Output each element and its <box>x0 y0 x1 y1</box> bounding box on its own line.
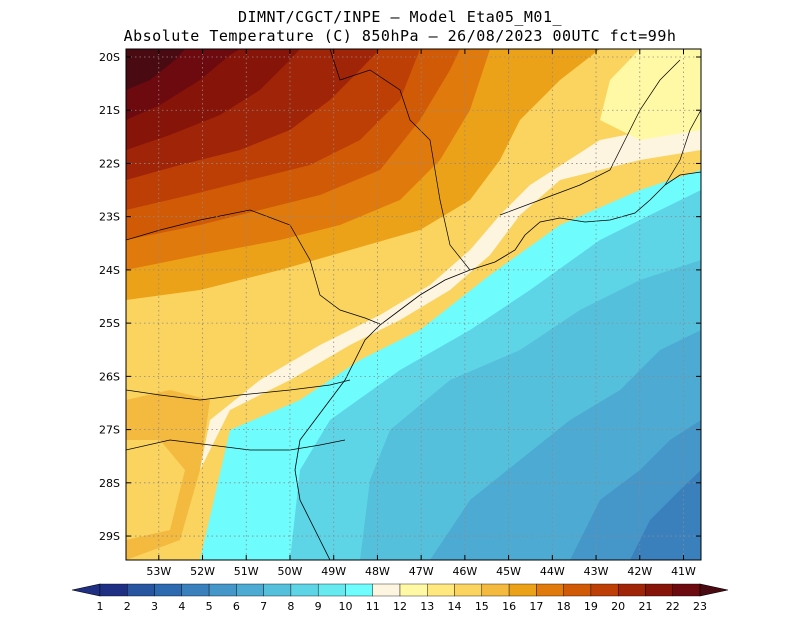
colorbar-label: 13 <box>420 600 434 613</box>
colorbar-label: 20 <box>611 600 625 613</box>
colorbar-label: 6 <box>233 600 240 613</box>
lon-tick-label: 50W <box>278 565 303 578</box>
lat-tick-label: 22S <box>99 157 120 170</box>
colorbar-label: 15 <box>475 600 489 613</box>
colorbar-label: 5 <box>206 600 213 613</box>
temperature-field <box>126 49 701 560</box>
lat-tick-label: 28S <box>99 477 120 490</box>
lon-tick-label: 41W <box>671 565 696 578</box>
colorbar-label: 19 <box>584 600 598 613</box>
colorbar-swatch <box>645 583 673 597</box>
graticule <box>126 49 701 560</box>
lon-tick-label: 51W <box>234 565 259 578</box>
colorbar-swatch <box>290 583 319 597</box>
lon-tick-label: 43W <box>584 565 609 578</box>
colorbar-swatch <box>427 583 455 597</box>
lat-tick-label: 24S <box>99 264 120 277</box>
colorbar-label: 18 <box>557 600 571 613</box>
lon-tick-label: 47W <box>409 565 434 578</box>
colorbar-label: 17 <box>529 600 543 613</box>
state-border-rj-mg <box>499 59 681 216</box>
lon-tick-label: 45W <box>496 565 521 578</box>
colorbar-swatch <box>590 583 619 597</box>
colorbar-swatch <box>208 583 237 597</box>
colorbar-label: 1 <box>97 600 104 613</box>
colorbar-label: 16 <box>502 600 516 613</box>
lon-tick-label: 46W <box>452 565 477 578</box>
colorbar-label: 11 <box>366 600 380 613</box>
colorbar-label: 23 <box>693 600 707 613</box>
colorbar-label: 2 <box>124 600 131 613</box>
colorbar-swatch <box>317 583 346 597</box>
lat-tick-label: 29S <box>99 530 120 543</box>
colorbar-swatch <box>236 583 264 597</box>
lat-tick-label: 20S <box>99 51 120 64</box>
coastline <box>294 171 701 560</box>
lat-tick-label: 23S <box>99 211 120 224</box>
colorbar-swatch <box>508 583 537 597</box>
colorbar-swatch <box>536 583 564 597</box>
lat-tick-label: 25S <box>99 317 120 330</box>
state-border-rs-sc <box>126 439 346 451</box>
lat-tick-label: 26S <box>99 370 120 383</box>
colorbar-swatch <box>99 583 128 597</box>
colorbar-label: 7 <box>260 600 267 613</box>
colorbar-label: 8 <box>287 600 294 613</box>
colorbar-label: 3 <box>151 600 158 613</box>
colorbar-swatch <box>617 583 646 597</box>
map-frame <box>125 48 702 561</box>
colorbar-label: 14 <box>448 600 462 613</box>
colorbar-swatch <box>563 583 592 597</box>
colorbar-swatch <box>345 583 373 597</box>
colorbar-label: 22 <box>666 600 680 613</box>
state-border-pr-sp <box>126 209 381 325</box>
state-border-sp-mg <box>329 49 471 271</box>
map-title-line1: DIMNT/CGCT/INPE – Model Eta05_M01_ <box>237 8 563 26</box>
colorbar-swatch <box>127 583 155 597</box>
colorbar-label: 21 <box>638 600 652 613</box>
colorbar-swatch <box>181 583 210 597</box>
map-title-line2: Absolute Temperature (C) 850hPa – 26/08/… <box>123 27 677 45</box>
lon-tick-label: 44W <box>540 565 565 578</box>
axis-ticks: 20S 21S 22S 23S 24S 25S 26S 27S 28S 29S 53W 52W 51W 5… <box>99 49 701 578</box>
colorbar-swatch <box>372 583 401 597</box>
colorbar-swatch <box>154 583 183 597</box>
lon-tick-label: 53W <box>146 565 171 578</box>
colorbar-swatch <box>263 583 292 597</box>
colorbar: 1 2 3 4 5 6 7 8 9 10 11 12 13 14 15 16 17 18 19 20 21 22 23 <box>71 583 729 613</box>
lat-tick-label: 27S <box>99 424 120 437</box>
colorbar-label: 4 <box>178 600 185 613</box>
lon-tick-label: 52W <box>190 565 215 578</box>
colorbar-label: 12 <box>393 600 407 613</box>
colorbar-swatch <box>454 583 483 597</box>
colorbar-min-arrow <box>71 583 101 597</box>
state-border-sc-pr <box>126 379 351 401</box>
colorbar-label: 9 <box>315 600 322 613</box>
lon-tick-label: 49W <box>321 565 346 578</box>
colorbar-max-arrow <box>699 583 729 597</box>
colorbar-swatch <box>399 583 428 597</box>
state-border-es <box>664 109 701 186</box>
lon-tick-label: 42W <box>627 565 652 578</box>
colorbar-swatch <box>481 583 510 597</box>
colorbar-swatch <box>672 583 701 597</box>
colorbar-label: 10 <box>338 600 352 613</box>
lat-tick-label: 21S <box>99 104 120 117</box>
lon-tick-label: 48W <box>365 565 390 578</box>
